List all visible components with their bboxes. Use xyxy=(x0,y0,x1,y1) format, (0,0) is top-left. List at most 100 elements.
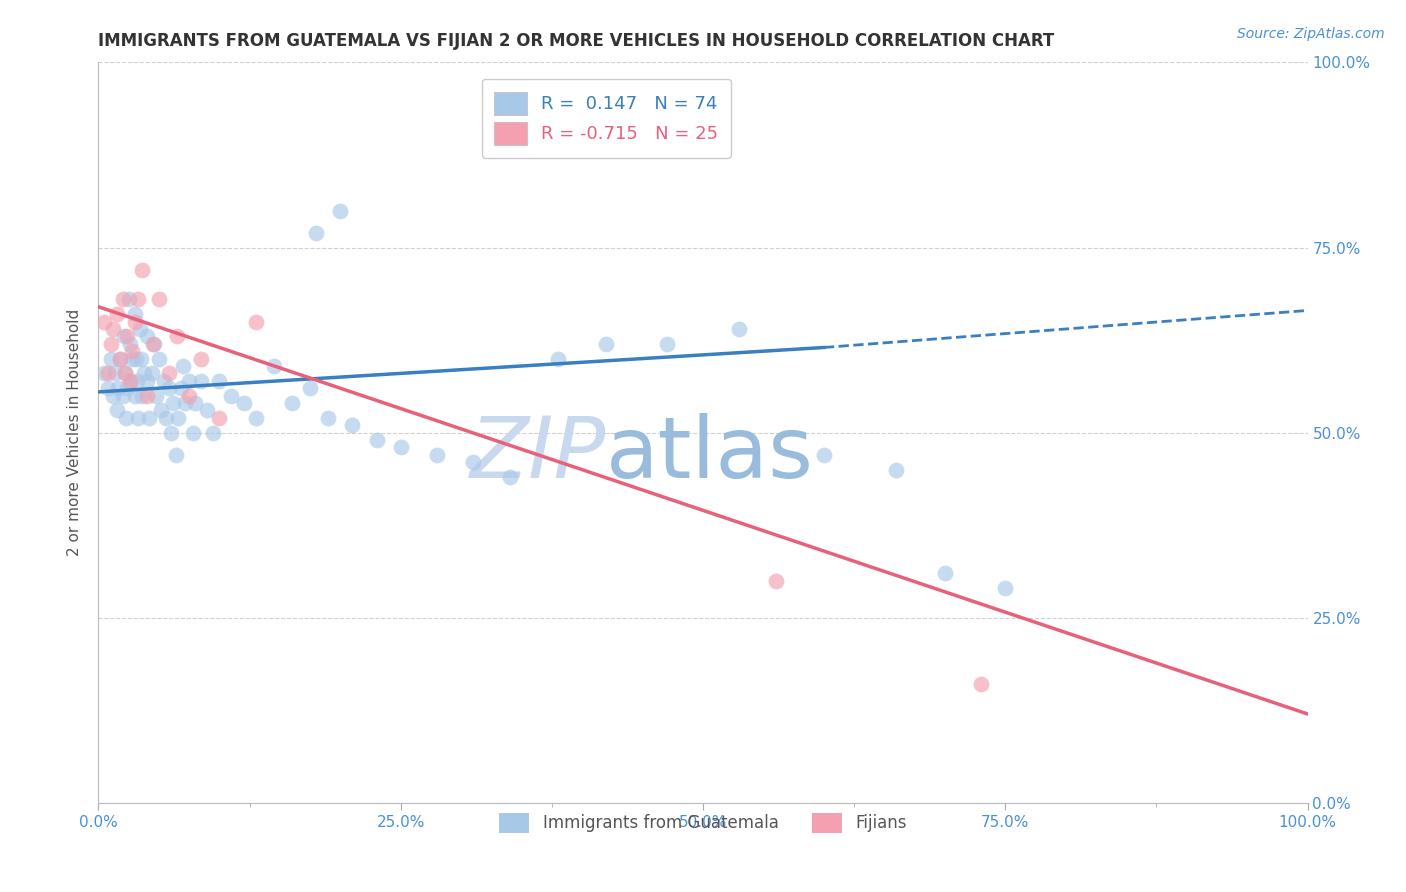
Point xyxy=(190,374,212,388)
Point xyxy=(498,470,520,484)
Point xyxy=(342,418,364,433)
Point xyxy=(97,367,120,381)
Point xyxy=(93,314,115,328)
Point xyxy=(165,448,187,462)
Point xyxy=(547,351,569,366)
Text: Source: ZipAtlas.com: Source: ZipAtlas.com xyxy=(1237,27,1385,41)
Point xyxy=(245,410,267,425)
Point xyxy=(166,329,188,343)
Point xyxy=(135,329,157,343)
Point xyxy=(112,329,135,343)
Point xyxy=(148,293,170,307)
Point xyxy=(127,410,149,425)
Point xyxy=(765,574,787,588)
Point xyxy=(128,322,150,336)
Point xyxy=(124,307,146,321)
Point xyxy=(93,367,115,381)
Point xyxy=(305,226,328,240)
Point xyxy=(172,359,194,373)
Point xyxy=(190,351,212,366)
Point xyxy=(131,388,153,402)
Point xyxy=(281,396,304,410)
Point xyxy=(97,381,120,395)
Point xyxy=(118,293,141,307)
Point xyxy=(934,566,956,581)
Point xyxy=(221,388,243,402)
Text: ZIP: ZIP xyxy=(470,413,606,496)
Point xyxy=(121,351,143,366)
Point xyxy=(141,367,163,381)
Point xyxy=(111,293,134,307)
Point xyxy=(107,381,129,395)
Point xyxy=(105,403,128,417)
Point xyxy=(135,374,157,388)
Point xyxy=(169,381,191,395)
Point xyxy=(134,367,156,381)
Point xyxy=(994,581,1017,595)
Point xyxy=(117,381,139,395)
Point xyxy=(114,367,136,381)
Point xyxy=(143,336,166,351)
Text: IMMIGRANTS FROM GUATEMALA VS FIJIAN 2 OR MORE VEHICLES IN HOUSEHOLD CORRELATION : IMMIGRANTS FROM GUATEMALA VS FIJIAN 2 OR… xyxy=(98,32,1054,50)
Point xyxy=(179,388,201,402)
Point xyxy=(184,396,207,410)
Point xyxy=(129,351,152,366)
Point xyxy=(181,425,204,440)
Point xyxy=(142,336,165,351)
Point xyxy=(463,455,485,469)
Point xyxy=(232,396,254,410)
Point xyxy=(179,374,201,388)
Point xyxy=(208,374,231,388)
Point xyxy=(124,388,146,402)
Point xyxy=(167,410,190,425)
Point xyxy=(174,396,197,410)
Point xyxy=(886,462,908,476)
Point xyxy=(595,336,617,351)
Point xyxy=(100,351,122,366)
Point xyxy=(245,314,267,328)
Text: atlas: atlas xyxy=(606,413,814,496)
Y-axis label: 2 or more Vehicles in Household: 2 or more Vehicles in Household xyxy=(67,309,83,557)
Point xyxy=(728,322,751,336)
Point xyxy=(366,433,388,447)
Point xyxy=(108,351,131,366)
Point xyxy=(125,351,148,366)
Point xyxy=(263,359,285,373)
Point xyxy=(124,314,146,328)
Point xyxy=(145,388,167,402)
Point xyxy=(114,367,136,381)
Point xyxy=(138,410,160,425)
Point xyxy=(127,374,149,388)
Point xyxy=(155,410,177,425)
Point xyxy=(118,336,141,351)
Point xyxy=(426,448,449,462)
Point xyxy=(117,329,139,343)
Point xyxy=(148,351,170,366)
Point xyxy=(135,388,157,402)
Point xyxy=(150,403,173,417)
Point xyxy=(127,293,149,307)
Point xyxy=(120,374,142,388)
Point xyxy=(813,448,835,462)
Point xyxy=(208,410,231,425)
Point xyxy=(316,410,339,425)
Point xyxy=(160,425,183,440)
Point xyxy=(121,344,143,359)
Point xyxy=(329,203,352,218)
Point xyxy=(115,410,138,425)
Point xyxy=(101,388,124,402)
Point xyxy=(105,307,128,321)
Point xyxy=(162,396,184,410)
Point xyxy=(118,374,141,388)
Point xyxy=(157,367,180,381)
Point xyxy=(389,441,412,455)
Point xyxy=(970,677,993,691)
Point xyxy=(202,425,225,440)
Point xyxy=(195,403,218,417)
Point xyxy=(157,381,180,395)
Point xyxy=(131,262,153,277)
Point xyxy=(100,336,122,351)
Point xyxy=(655,336,678,351)
Point xyxy=(111,388,134,402)
Point xyxy=(108,351,131,366)
